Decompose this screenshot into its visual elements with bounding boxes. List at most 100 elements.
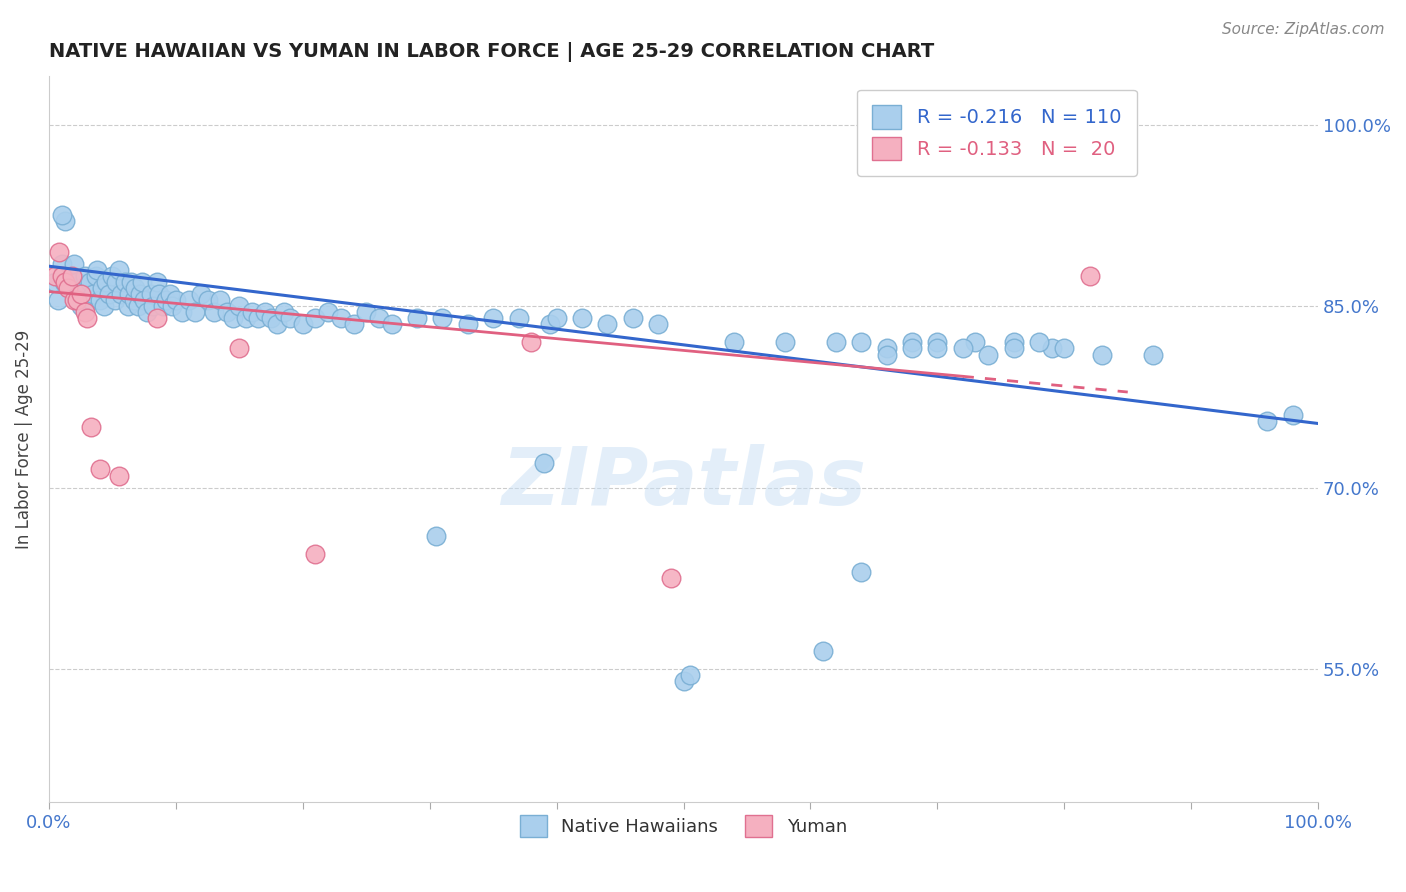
Point <box>48 244 70 259</box>
Point <box>51 208 73 222</box>
Point <box>329 311 352 326</box>
Point <box>927 342 949 356</box>
Point <box>533 457 555 471</box>
Point <box>672 674 695 689</box>
Point <box>66 275 89 289</box>
Point <box>222 311 245 326</box>
Point <box>129 287 152 301</box>
Point <box>135 305 157 319</box>
Point <box>177 293 200 307</box>
Point <box>94 275 117 289</box>
Point <box>142 299 165 313</box>
Point <box>51 268 73 283</box>
Point <box>209 293 232 307</box>
Point <box>273 305 295 319</box>
Point <box>63 293 86 307</box>
Point <box>824 335 846 350</box>
Point <box>80 420 103 434</box>
Point <box>432 311 454 326</box>
Point <box>165 293 187 307</box>
Text: Source: ZipAtlas.com: Source: ZipAtlas.com <box>1222 22 1385 37</box>
Point <box>291 318 314 332</box>
Point <box>197 293 219 307</box>
Point <box>520 335 543 350</box>
Point <box>240 305 263 319</box>
Point <box>901 335 924 350</box>
Point <box>457 318 479 332</box>
Point <box>1281 408 1303 422</box>
Point <box>901 342 924 356</box>
Point <box>723 335 745 350</box>
Point <box>304 311 326 326</box>
Point <box>76 293 98 307</box>
Point <box>811 644 834 658</box>
Point <box>84 268 107 283</box>
Point <box>304 547 326 561</box>
Point <box>44 268 66 283</box>
Point <box>73 268 96 283</box>
Point <box>148 287 170 301</box>
Point <box>63 257 86 271</box>
Point <box>56 281 79 295</box>
Point <box>184 305 207 319</box>
Point <box>56 268 79 283</box>
Point <box>773 335 796 350</box>
Point <box>86 262 108 277</box>
Point <box>101 268 124 283</box>
Point <box>146 311 169 326</box>
Point <box>53 275 76 289</box>
Point <box>118 287 141 301</box>
Point <box>155 293 177 307</box>
Point <box>1002 335 1025 350</box>
Point <box>134 293 156 307</box>
Point <box>596 318 619 332</box>
Point <box>1091 347 1114 361</box>
Point <box>876 347 898 361</box>
Text: ZIPatlas: ZIPatlas <box>501 444 866 522</box>
Point <box>79 275 101 289</box>
Point <box>72 281 94 295</box>
Point <box>131 275 153 289</box>
Point <box>69 299 91 313</box>
Point <box>51 257 73 271</box>
Point <box>851 566 873 580</box>
Point <box>172 305 194 319</box>
Point <box>139 287 162 301</box>
Point <box>356 305 378 319</box>
Point <box>159 287 181 301</box>
Point <box>952 342 974 356</box>
Point <box>107 262 129 277</box>
Point <box>117 299 139 313</box>
Point <box>381 318 404 332</box>
Point <box>107 468 129 483</box>
Point <box>1053 342 1076 356</box>
Point <box>228 299 250 313</box>
Point <box>89 293 111 307</box>
Point <box>621 311 644 326</box>
Point <box>482 311 505 326</box>
Point <box>59 281 82 295</box>
Point <box>93 299 115 313</box>
Point <box>278 311 301 326</box>
Point <box>160 299 183 313</box>
Point <box>66 293 89 307</box>
Point <box>851 335 873 350</box>
Point <box>876 342 898 356</box>
Point <box>105 275 128 289</box>
Point <box>122 293 145 307</box>
Point <box>508 311 530 326</box>
Point <box>60 268 83 283</box>
Point <box>46 293 69 307</box>
Point <box>316 305 339 319</box>
Point <box>368 311 391 326</box>
Y-axis label: In Labor Force | Age 25-29: In Labor Force | Age 25-29 <box>15 330 32 549</box>
Point <box>266 318 288 332</box>
Point <box>55 214 77 228</box>
Point <box>571 311 593 326</box>
Point <box>114 275 136 289</box>
Point <box>89 462 111 476</box>
Point <box>659 571 682 585</box>
Point <box>76 311 98 326</box>
Point <box>977 347 1000 361</box>
Point <box>215 305 238 319</box>
